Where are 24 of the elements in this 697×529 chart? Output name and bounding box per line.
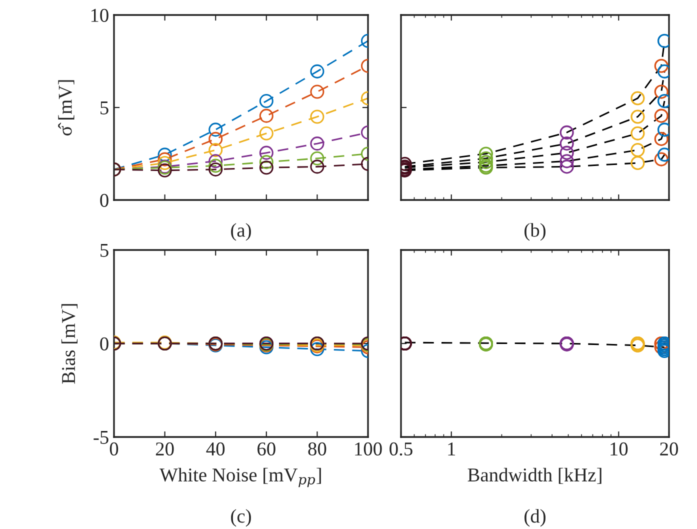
y-axis-title: Bias [mV] [61,304,78,384]
x-tick-label: 10 [610,442,628,456]
y-tick-label: -5 [94,431,108,444]
x-tick-label: 20 [156,442,174,456]
x-axis-title: Bandwidth [kHz] [468,468,602,484]
x-tick-label: 60 [258,442,276,456]
text: (a) [231,223,251,241]
x-tick-label: 100 [355,442,382,456]
y-axis-title: σ̂ [mV] [58,80,74,136]
x-tick-label: 40 [206,442,225,456]
x-tick-label: 0.5 [390,442,412,456]
text: (c) [231,509,251,527]
text: (b) [524,223,546,241]
y-tick-label: 10 [91,8,108,22]
y-tick-label: 0 [100,194,108,207]
x-tick-label: 1 [448,442,456,456]
text: (d) [524,509,546,527]
x-tick-label: 80 [308,442,326,456]
x-tick-label: 20 [660,442,678,456]
y-tick-label: 5 [100,102,108,114]
y-tick-label: 5 [100,244,108,257]
y-tick-label: 0 [100,337,108,350]
x-tick-label: 0 [110,442,118,456]
x-axis-title: White Noise [mV$_{pp}$] [160,468,321,488]
